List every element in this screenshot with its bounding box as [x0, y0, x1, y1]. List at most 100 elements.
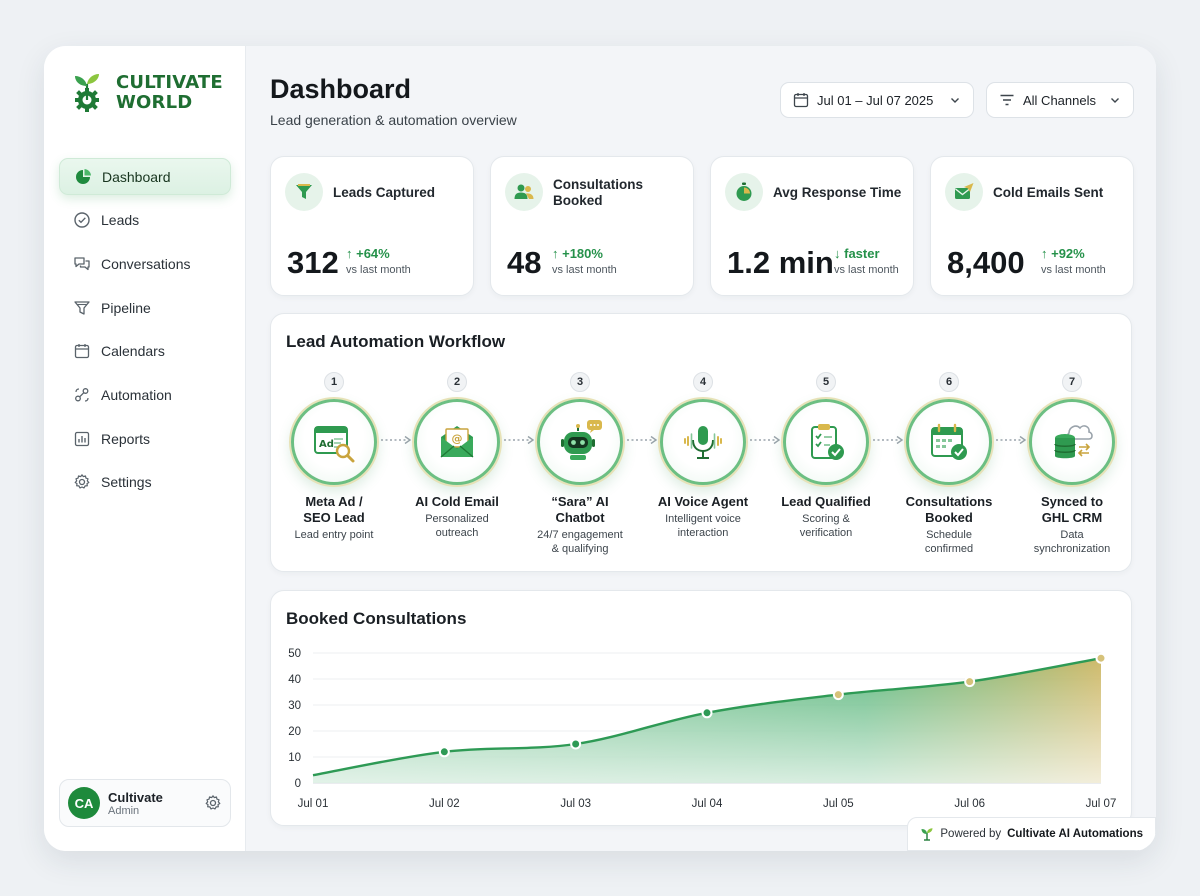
date-range-value: Jul 01 – Jul 07 2025 [817, 92, 934, 108]
chart-data-point[interactable] [964, 676, 976, 688]
calendar-icon [73, 342, 91, 360]
dotted-arrow-icon [627, 435, 658, 445]
sidebar-item-calendars[interactable]: Calendars [59, 333, 231, 370]
svg-text:@: @ [452, 432, 463, 445]
stat-card-leads-captured[interactable]: Leads Captured 312 ↑ +64% vs last month [270, 156, 474, 296]
stat-delta: ↑ +64% [346, 246, 390, 261]
y-tick-label: 50 [288, 648, 301, 660]
stat-value: 1.2 min [727, 245, 834, 280]
sidebar-item-label: Conversations [101, 255, 191, 272]
x-tick-label: Jul 01 [298, 798, 329, 810]
step-description: 24/7 engagement & qualifying [537, 529, 623, 555]
x-tick-label: Jul 04 [692, 798, 723, 810]
stat-note: vs last month [552, 264, 617, 276]
stat-note: vs last month [1041, 264, 1106, 276]
y-tick-label: 40 [288, 674, 301, 686]
stat-value: 48 [507, 245, 542, 280]
main-content: Dashboard Lead generation & automation o… [246, 46, 1156, 851]
step-number: 3 [570, 372, 590, 392]
stat-delta: ↑ +92% [1041, 246, 1085, 261]
step-name: Lead Qualified [781, 494, 871, 509]
pie-chart-icon [74, 168, 92, 186]
page-subtitle: Lead generation & automation overview [270, 112, 517, 128]
robot-icon [537, 399, 623, 485]
powered-by-badge[interactable]: Powered by Cultivate AI Automations [907, 817, 1156, 851]
sidebar-item-label: Dashboard [102, 168, 171, 185]
user-card[interactable]: CA Cultivate Admin [59, 779, 231, 827]
chart-data-point[interactable] [832, 689, 844, 701]
date-range-picker[interactable]: Jul 01 – Jul 07 2025 [780, 82, 974, 118]
step-name: AI Voice Agent [657, 494, 749, 509]
dotted-arrow-icon [873, 435, 904, 445]
y-tick-label: 30 [288, 700, 301, 712]
stat-delta: ↓ faster [834, 246, 880, 261]
step-number: 4 [693, 372, 713, 392]
stat-card-consultations-booked[interactable]: Consultations Booked 48 ↑ +180% vs last … [490, 156, 694, 296]
stat-label: Avg Response Time [773, 185, 902, 200]
sidebar-item-dashboard[interactable]: Dashboard [59, 158, 231, 195]
x-tick-label: Jul 07 [1086, 798, 1117, 810]
sidebar-item-pipeline[interactable]: Pipeline [59, 289, 231, 326]
panel-title: Lead Automation Workflow [286, 332, 506, 351]
step-description: Personalized outreach [425, 513, 489, 539]
step-description: Schedule confirmed [924, 529, 974, 555]
user-name: Cultivate [108, 789, 163, 805]
leaf-sprout-icon [921, 828, 933, 841]
sidebar-item-label: Leads [101, 212, 140, 229]
send-mail-icon [945, 173, 983, 211]
sidebar-item-label: Settings [101, 474, 152, 491]
lead-automation-workflow-panel: Lead Automation Workflow 1 Ad Meta Ad / … [270, 313, 1132, 572]
powered-by-brand: Cultivate AI Automations [1007, 828, 1143, 840]
envelope-icon: @ [414, 399, 500, 485]
chart-title: Booked Consultations [286, 609, 467, 628]
stat-value: 312 [287, 245, 339, 280]
stat-note: vs last month [834, 264, 899, 276]
step-number: 1 [324, 372, 344, 392]
channel-filter[interactable]: All Channels [986, 82, 1134, 118]
x-tick-label: Jul 03 [560, 798, 591, 810]
sidebar-item-label: Reports [101, 430, 151, 447]
people-icon [505, 173, 543, 211]
step-description: Intelligent voice interaction [665, 513, 741, 539]
chart-data-point[interactable] [701, 707, 713, 719]
chart-data-point[interactable] [438, 746, 450, 758]
stat-delta: ↑ +180% [552, 246, 603, 261]
brand-name-line1: CULTIVATE [116, 72, 223, 93]
sidebar-item-reports[interactable]: Reports [59, 420, 231, 457]
calendar-check-icon [906, 399, 992, 485]
check-circle-icon [73, 211, 91, 229]
sidebar-item-conversations[interactable]: Conversations [59, 245, 231, 282]
chart-data-point[interactable] [570, 738, 582, 750]
dotted-arrow-icon [996, 435, 1027, 445]
app-window: CULTIVATE WORLD Dashboard Leads [44, 46, 1156, 851]
stat-label: Cold Emails Sent [993, 185, 1104, 200]
stat-card-avg-response-time[interactable]: Avg Response Time 1.2 min ↓ faster vs la… [710, 156, 914, 296]
step-name: AI Cold Email [415, 494, 499, 509]
bar-chart-icon [73, 430, 91, 448]
step-description: Lead entry point [294, 529, 374, 541]
x-tick-label: Jul 05 [823, 798, 854, 810]
user-settings-gear-icon[interactable] [204, 794, 222, 812]
sprout-gear-logo-icon [75, 74, 99, 112]
stat-value: 8,400 [947, 245, 1025, 280]
user-role: Admin [108, 804, 140, 817]
sidebar-item-leads[interactable]: Leads [59, 202, 231, 239]
sidebar-item-label: Calendars [101, 343, 165, 360]
brand-logo[interactable]: CULTIVATE WORLD [66, 72, 223, 114]
chat-bubbles-icon [73, 255, 91, 273]
chart-data-point[interactable] [1095, 652, 1107, 664]
clipboard-check-icon [783, 399, 869, 485]
step-name: Consultations Booked [905, 494, 993, 525]
step-name: Synced to GHL CRM [1040, 494, 1104, 525]
area-chart: 0 10 20 30 40 50 Jul 01 Jul 02 Jul 03 Jul 04 Jul 0… [288, 648, 1117, 810]
sidebar-item-automation[interactable]: Automation [59, 376, 231, 413]
x-tick-label: Jul 06 [954, 798, 985, 810]
timer-icon [725, 173, 763, 211]
stat-card-cold-emails-sent[interactable]: Cold Emails Sent 8,400 ↑ +92% vs last mo… [930, 156, 1134, 296]
step-description: Scoring & verification [799, 513, 853, 539]
avatar: CA [68, 787, 100, 819]
dotted-arrow-icon [504, 435, 535, 445]
dotted-arrow-icon [750, 435, 781, 445]
page-title: Dashboard [270, 74, 412, 104]
sidebar-item-settings[interactable]: Settings [59, 464, 231, 501]
